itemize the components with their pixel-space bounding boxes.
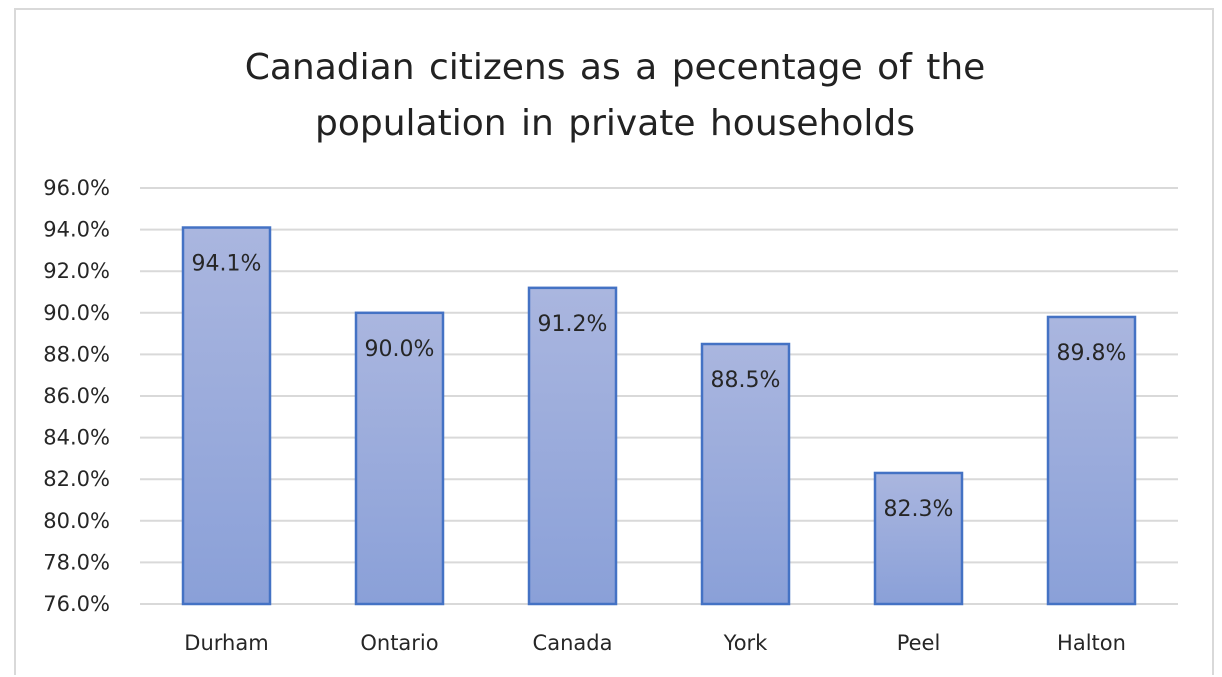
x-tick-label: Peel (897, 631, 941, 655)
y-tick-label: 84.0% (43, 426, 110, 450)
y-tick-label: 94.0% (43, 218, 110, 242)
bar-halton (1046, 315, 1137, 606)
x-tick-label: York (723, 631, 769, 655)
y-tick-label: 96.0% (43, 176, 110, 200)
bars (181, 226, 1137, 606)
data-label: 89.8% (1057, 341, 1127, 366)
y-tick-label: 86.0% (43, 384, 110, 408)
y-tick-label: 78.0% (43, 550, 110, 574)
x-tick-label: Durham (184, 631, 268, 655)
y-axis: 76.0% 78.0% 80.0% 82.0% 84.0% 86.0% 88.0% 90.0%… (43, 176, 110, 616)
y-tick-label: 88.0% (43, 342, 110, 366)
x-axis: Durham Ontario Canada York Peel Halton (184, 631, 1126, 655)
data-labels: 94.1% 90.0% 91.2% 88.5% 82.3% 89.8% (192, 252, 1127, 522)
data-label: 91.2% (538, 312, 608, 337)
chart-title: Canadian citizens as a pecentage of the … (244, 47, 986, 144)
data-label: 94.1% (192, 252, 262, 277)
bar-canada (527, 286, 618, 606)
x-tick-label: Ontario (360, 631, 438, 655)
gridlines (140, 187, 1178, 605)
y-tick-label: 92.0% (43, 259, 110, 283)
data-label: 88.5% (711, 368, 781, 393)
y-tick-label: 90.0% (43, 301, 110, 325)
bar-ontario (354, 311, 445, 606)
bar-peel (873, 471, 964, 606)
bar-york (700, 342, 791, 606)
y-tick-label: 80.0% (43, 509, 110, 533)
data-label: 90.0% (365, 337, 435, 362)
x-tick-label: Halton (1057, 631, 1126, 655)
data-label: 82.3% (884, 497, 954, 522)
y-tick-label: 82.0% (43, 467, 110, 491)
y-tick-label: 76.0% (43, 592, 110, 616)
x-tick-label: Canada (533, 631, 613, 655)
bar-durham (181, 226, 272, 606)
